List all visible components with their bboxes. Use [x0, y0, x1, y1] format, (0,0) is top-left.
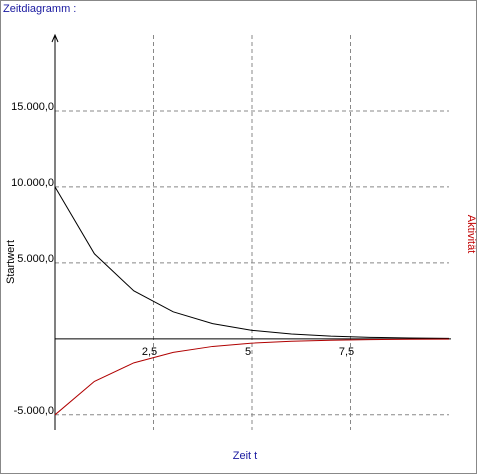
y-tick-label: 5.000,0: [17, 253, 54, 265]
chart-title: Zeitdiagramm :: [3, 3, 76, 15]
y-tick-label: 10.000,0: [11, 177, 54, 189]
x-axis-label: Zeit t: [233, 450, 257, 462]
y-tick-label: 15.000,0: [11, 101, 54, 113]
y-axis-arrow: [51, 33, 59, 43]
line-series: [54, 338, 450, 416]
y-tick-label: -5.000,0: [14, 405, 54, 417]
x-tick-label: 7,5: [339, 346, 354, 358]
x-tick-label: 2,5: [142, 346, 157, 358]
y-axis-label: Startwert: [5, 240, 17, 284]
y-axis-label-right: Aktivität: [465, 215, 477, 254]
line-series: [54, 186, 450, 339]
x-tick-label: 5: [245, 346, 251, 358]
